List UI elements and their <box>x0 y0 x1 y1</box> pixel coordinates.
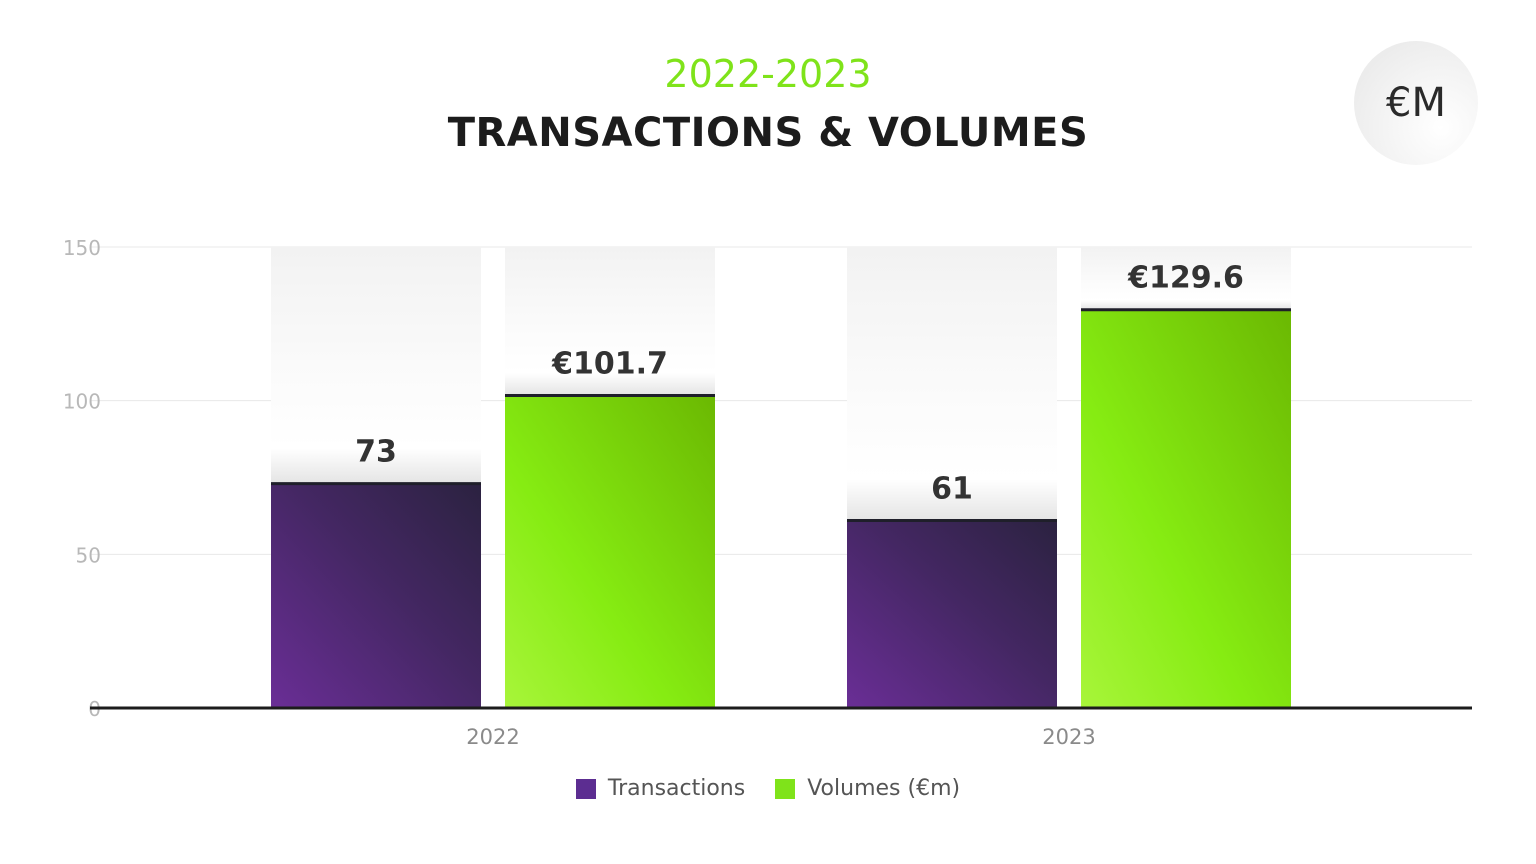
unit-badge: €M <box>1354 41 1478 165</box>
y-tick-label: 150 <box>63 236 101 260</box>
data-label-transactions: 73 <box>355 435 397 470</box>
bar-background <box>1081 247 1291 310</box>
bar-background <box>505 247 715 396</box>
chart-subtitle: 2022-2023 <box>664 52 872 96</box>
bar-transactions <box>847 520 1057 708</box>
legend-swatch-transactions <box>575 778 596 799</box>
y-tick-label: 100 <box>63 390 101 414</box>
legend-label-transactions: Transactions <box>607 776 746 801</box>
y-tick-label: 50 <box>76 543 101 567</box>
legend-item-volumes[interactable]: Volumes (€m) <box>775 776 960 801</box>
bar-volumes <box>1081 309 1291 708</box>
bar-background <box>271 247 481 484</box>
data-label-volumes: €101.7 <box>551 346 668 381</box>
legend-swatch-volumes <box>775 778 796 799</box>
legend-label-volumes: Volumes (€m) <box>807 776 961 801</box>
data-label-volumes: €129.6 <box>1127 261 1244 296</box>
chart-title: TRANSACTIONS & VOLUMES <box>447 110 1089 156</box>
bar-volumes <box>505 395 715 708</box>
unit-badge-label: €M <box>1386 80 1446 126</box>
x-tick-label: 2023 <box>1042 725 1095 749</box>
chart-legend: Transactions Volumes (€m) <box>0 776 1536 801</box>
data-label-transactions: 61 <box>931 472 973 507</box>
legend-item-transactions[interactable]: Transactions <box>575 776 746 801</box>
bar-background <box>847 247 1057 521</box>
x-tick-label: 2022 <box>466 725 519 749</box>
bar-transactions <box>271 483 481 708</box>
